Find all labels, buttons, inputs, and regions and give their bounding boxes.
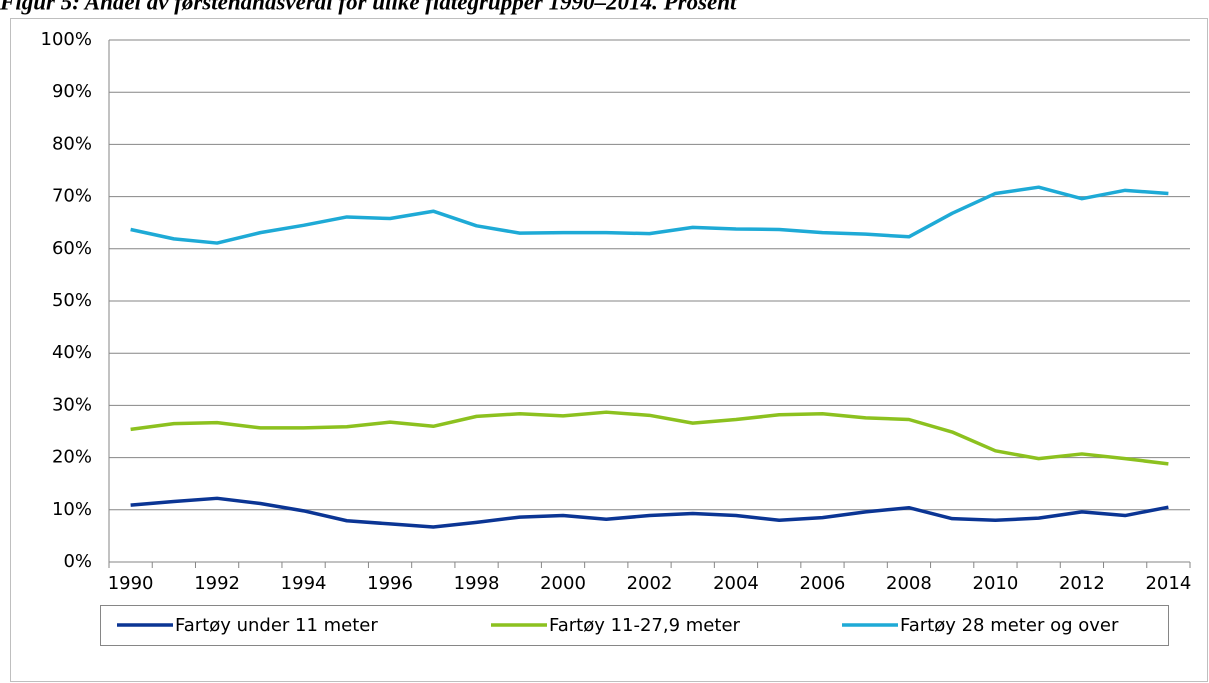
legend-label: Fartøy under 11 meter xyxy=(175,615,378,636)
x-tick-label: 2000 xyxy=(540,573,586,594)
y-tick-label: 100% xyxy=(41,29,92,50)
x-tick-label: 2006 xyxy=(800,573,846,594)
x-tick-label: 1990 xyxy=(108,573,154,594)
y-tick-label: 40% xyxy=(52,342,92,363)
chart-title: Figur 5: Andel av førstehåndsverdi for u… xyxy=(0,0,737,14)
chart-frame xyxy=(10,18,1208,682)
y-tick-label: 90% xyxy=(52,81,92,102)
x-tick-label: 2014 xyxy=(1145,573,1191,594)
x-tick-label: 2010 xyxy=(973,573,1019,594)
y-tick-label: 60% xyxy=(52,238,92,259)
x-tick-label: 1992 xyxy=(194,573,240,594)
y-tick-label: 30% xyxy=(52,394,92,415)
y-tick-label: 20% xyxy=(52,447,92,468)
x-tick-label: 2002 xyxy=(627,573,673,594)
x-tick-label: 2008 xyxy=(886,573,932,594)
series-line xyxy=(130,185,1169,245)
legend-box xyxy=(100,605,1169,646)
y-tick-label: 10% xyxy=(52,499,92,520)
y-tick-label: 0% xyxy=(63,551,92,572)
y-tick-label: 70% xyxy=(52,186,92,207)
legend-label: Fartøy 28 meter og over xyxy=(900,615,1119,636)
x-tick-label: 1996 xyxy=(367,573,413,594)
series-line xyxy=(130,410,1169,466)
y-tick-label: 80% xyxy=(52,133,92,154)
series-line xyxy=(130,496,1169,529)
x-tick-label: 1994 xyxy=(281,573,327,594)
legend-label: Fartøy 11-27,9 meter xyxy=(549,615,741,636)
x-tick-label: 2012 xyxy=(1059,573,1105,594)
x-tick-label: 1998 xyxy=(454,573,500,594)
x-tick-label: 2004 xyxy=(713,573,759,594)
y-tick-label: 50% xyxy=(52,290,92,311)
